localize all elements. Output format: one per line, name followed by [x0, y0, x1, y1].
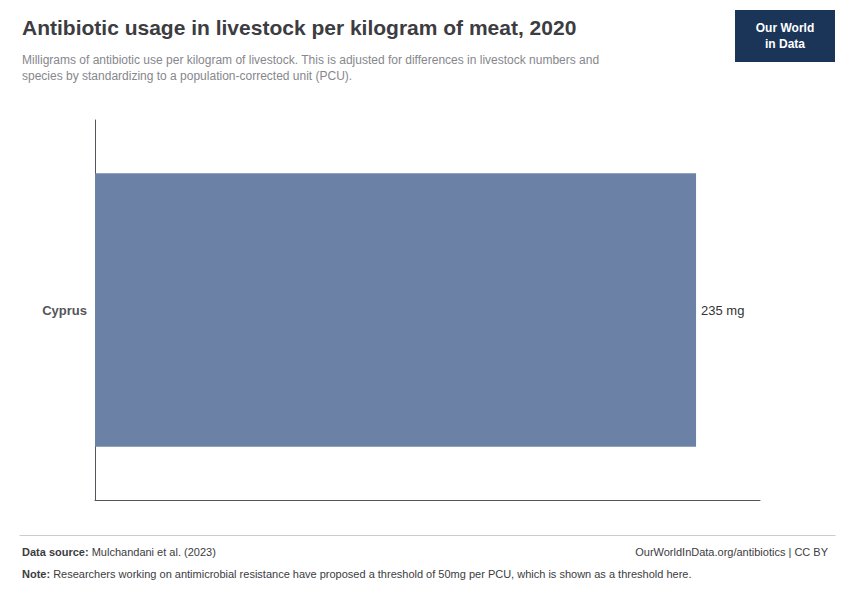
svg-text:Our World: Our World [756, 21, 814, 35]
svg-text:Researchers working on antimic: Researchers working on antimicrobial res… [50, 568, 691, 580]
svg-text:Cyprus: Cyprus [42, 303, 87, 318]
svg-text:235 mg: 235 mg [701, 303, 744, 318]
svg-text:Note:: Note: [22, 568, 50, 580]
svg-text:in Data: in Data [765, 37, 805, 51]
svg-text:species by standardizing to a: species by standardizing to a population… [22, 69, 352, 83]
svg-text:Mulchandani et al. (2023): Mulchandani et al. (2023) [89, 546, 216, 558]
svg-text:Milligrams of antibiotic use p: Milligrams of antibiotic use per kilogra… [22, 53, 599, 67]
svg-text:Antibiotic usage in livestock: Antibiotic usage in livestock per kilogr… [22, 16, 576, 39]
svg-text:Data source:: Data source: [22, 546, 89, 558]
svg-text:OurWorldInData.org/antibiotics: OurWorldInData.org/antibiotics | CC BY [635, 546, 828, 558]
